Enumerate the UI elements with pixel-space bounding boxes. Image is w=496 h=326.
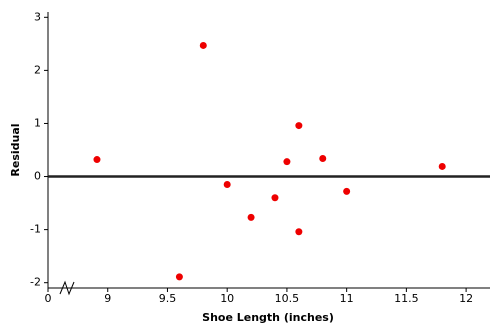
- x-tick-label: 10: [220, 292, 234, 305]
- y-tick-label: -2: [30, 276, 41, 289]
- point: [343, 187, 351, 195]
- point: [271, 194, 279, 202]
- y-tick-label: 2: [34, 63, 41, 76]
- x-tick-label: 11: [340, 292, 354, 305]
- y-tick-label: -1: [30, 223, 41, 236]
- x-tick-label: 11.5: [394, 292, 419, 305]
- y-tick-label: 3: [34, 10, 41, 23]
- point: [247, 213, 255, 221]
- point: [223, 181, 231, 188]
- y-axis-label: Residual: [9, 123, 22, 176]
- point: [283, 158, 291, 166]
- point: [295, 122, 303, 130]
- y-tick-label: 0: [34, 170, 41, 183]
- point: [93, 156, 101, 164]
- x-tick-label: 10.5: [275, 292, 300, 305]
- point: [199, 41, 207, 49]
- x-tick-label: 0: [45, 292, 52, 305]
- point: [295, 228, 303, 236]
- axis-break: [59, 280, 75, 296]
- point: [175, 273, 183, 281]
- x-tick-label: 12: [459, 292, 473, 305]
- y-tick-label: 1: [34, 116, 41, 129]
- point: [438, 162, 446, 170]
- point: [319, 154, 327, 162]
- x-tick-label: 9.5: [159, 292, 177, 305]
- x-tick-label: 9: [104, 292, 111, 305]
- x-axis-label: Shoe Length (inches): [202, 311, 334, 324]
